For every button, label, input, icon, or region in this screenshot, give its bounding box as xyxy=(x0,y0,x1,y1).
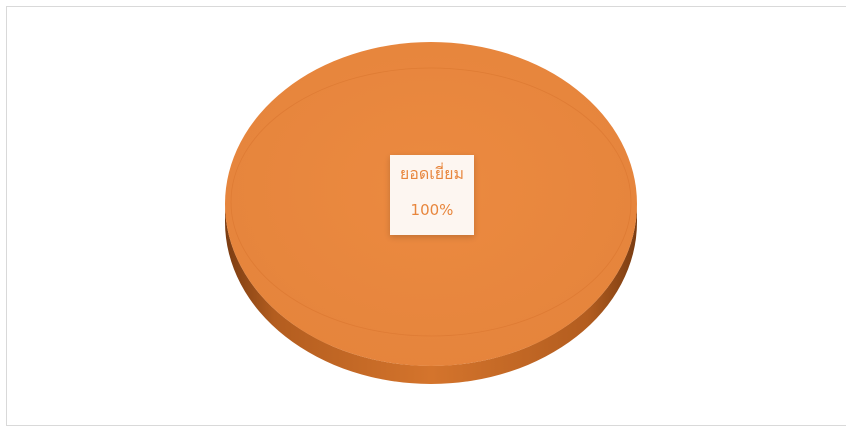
pie-highlight-ring xyxy=(230,67,632,337)
data-label-percent: 100% xyxy=(410,201,454,219)
data-label: ยอดเยี่ยม 100% xyxy=(390,155,474,235)
data-label-category: ยอดเยี่ยม xyxy=(399,164,465,183)
